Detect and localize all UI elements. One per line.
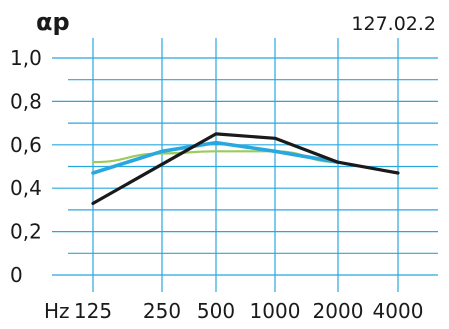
x-tick-label: 500: [197, 299, 235, 323]
x-tick-label: 125: [74, 299, 112, 323]
grid: [52, 38, 438, 292]
x-axis-label: Hz: [44, 299, 70, 323]
series-line-blue: [91, 140, 340, 175]
series-group: [91, 132, 400, 205]
figure-code: 127.02.2: [351, 13, 436, 35]
x-tick-label: 250: [143, 299, 181, 323]
y-tick-label: 0,2: [10, 220, 42, 244]
x-tick-label: 2000: [313, 299, 364, 323]
x-tick-label: 4000: [373, 299, 424, 323]
labels: αp 127.02.2 Hz 0 0,2 0,4 0,6 0,8 1,0 125 250 500…: [10, 8, 436, 323]
x-tick-label: 1000: [250, 299, 301, 323]
series-line-black: [91, 132, 400, 205]
y-tick-label: 0,8: [10, 89, 42, 113]
y-axis-label: αp: [36, 8, 70, 36]
y-tick-label: 0: [10, 263, 23, 287]
y-tick-label: 0,4: [10, 176, 42, 200]
y-tick-label: 0,6: [10, 133, 42, 157]
y-tick-label: 1,0: [10, 46, 42, 70]
